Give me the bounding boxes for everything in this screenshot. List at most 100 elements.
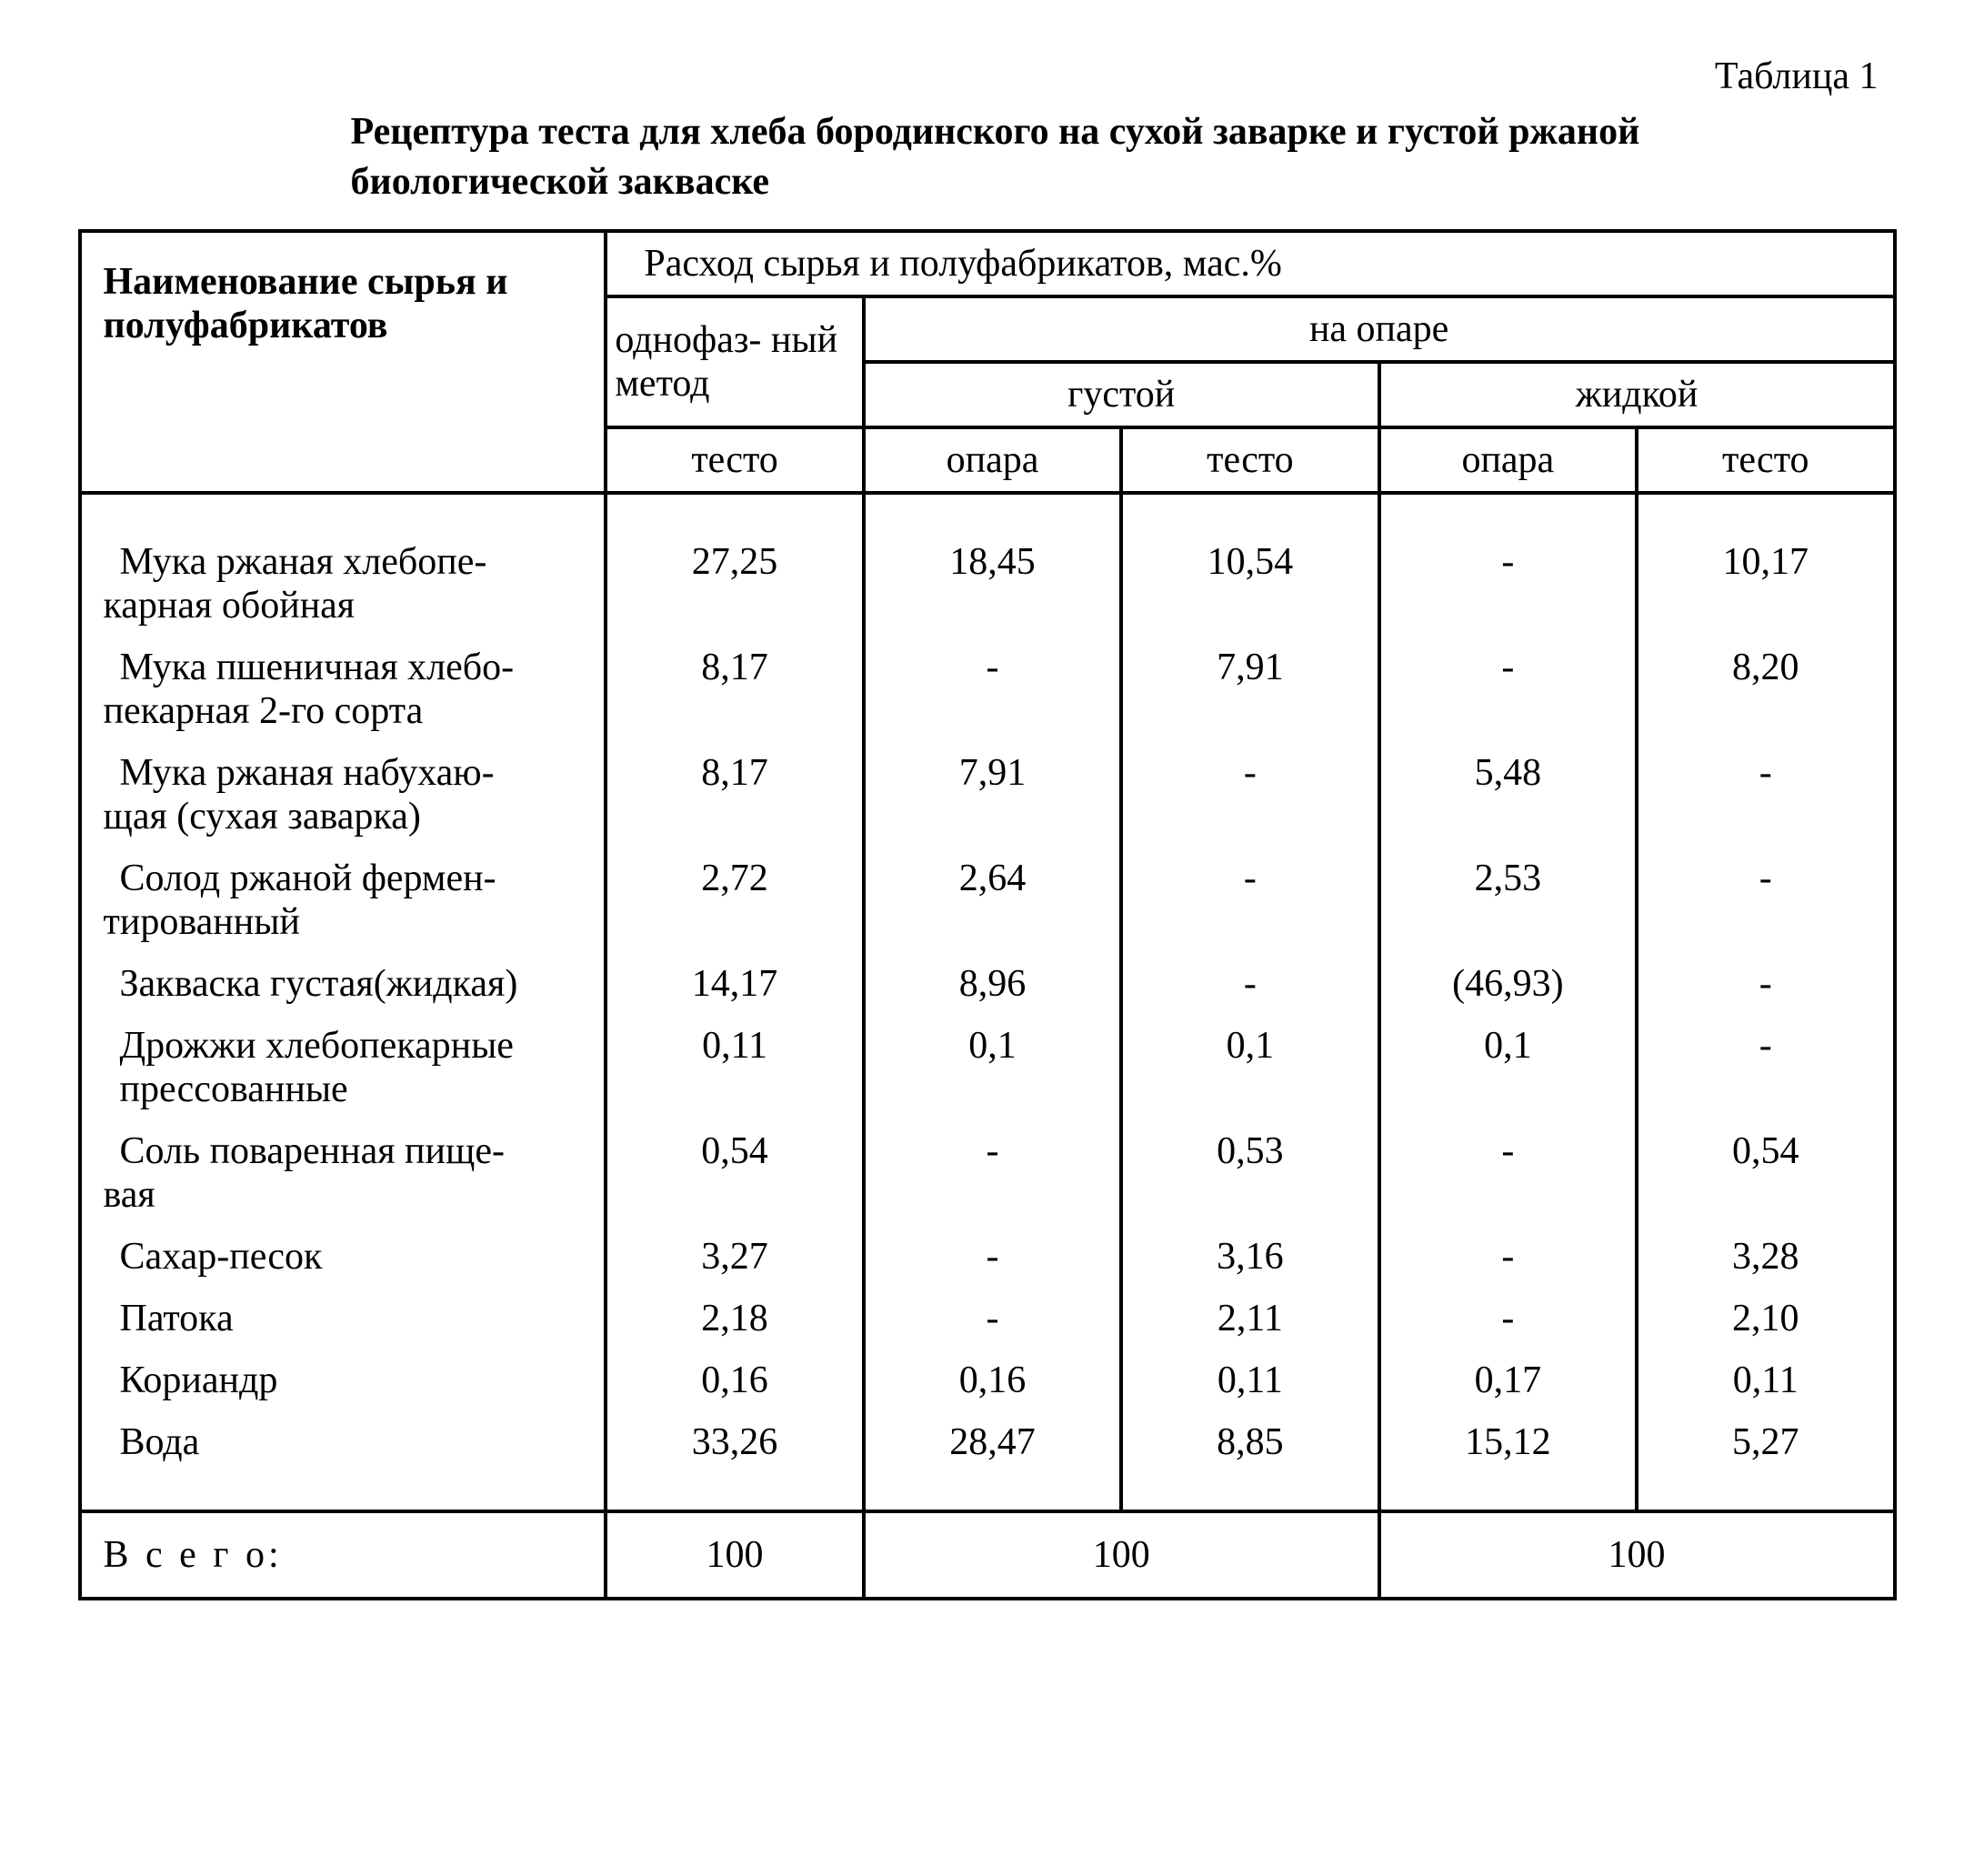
- table-row: Вода33,2628,478,8515,125,27: [80, 1411, 1895, 1473]
- cell-value: 0,54: [1637, 1120, 1894, 1226]
- header-liquid: жидкой: [1379, 362, 1895, 427]
- row-label: Соль поваренная пище-вая: [80, 1120, 606, 1226]
- cell-value: -: [1379, 1120, 1637, 1226]
- cell-value: 2,18: [606, 1288, 863, 1349]
- row-label: Дрожжи хлебопекарные прессованные: [80, 1015, 606, 1120]
- cell-value: -: [1379, 1288, 1637, 1349]
- cell-value: 28,47: [864, 1411, 1121, 1473]
- body-bottom-spacer: [80, 1473, 1895, 1511]
- row-label: Солод ржаной фермен-тированный: [80, 848, 606, 953]
- header-row-1: Наименование сырья и полуфабрикатов Расх…: [80, 231, 1895, 296]
- cell-value: 8,17: [606, 742, 863, 848]
- cell-value: -: [1121, 742, 1378, 848]
- cell-value: 10,17: [1637, 531, 1894, 637]
- cell-value: -: [1637, 848, 1894, 953]
- cell-value: 33,26: [606, 1411, 863, 1473]
- cell-value: -: [1637, 1015, 1894, 1120]
- cell-value: 3,27: [606, 1226, 863, 1288]
- cell-value: 8,20: [1637, 637, 1894, 742]
- cell-value: 0,16: [864, 1349, 1121, 1411]
- total-row: В с е г о: 100 100 100: [80, 1511, 1895, 1599]
- table-row: Сахар-песок3,27-3,16-3,28: [80, 1226, 1895, 1288]
- table-row: Патока2,18-2,11-2,10: [80, 1288, 1895, 1349]
- cell-value: -: [864, 637, 1121, 742]
- cell-value: -: [1121, 848, 1378, 953]
- cell-value: 7,91: [864, 742, 1121, 848]
- row-label: Сахар-песок: [80, 1226, 606, 1288]
- cell-value: 2,64: [864, 848, 1121, 953]
- cell-value: 2,72: [606, 848, 863, 953]
- cell-value: 15,12: [1379, 1411, 1637, 1473]
- cell-value: -: [1637, 742, 1894, 848]
- cell-value: 18,45: [864, 531, 1121, 637]
- cell-value: 2,53: [1379, 848, 1637, 953]
- cell-value: -: [1637, 953, 1894, 1015]
- cell-value: 7,91: [1121, 637, 1378, 742]
- cell-value: 5,27: [1637, 1411, 1894, 1473]
- header-sponge-2: опара: [1379, 427, 1637, 493]
- cell-value: -: [864, 1288, 1121, 1349]
- header-consumption: Расход сырья и полуфабрикатов, мас.%: [606, 231, 1894, 296]
- cell-value: -: [1379, 637, 1637, 742]
- cell-value: 2,10: [1637, 1288, 1894, 1349]
- table-row: Закваска густая(жидкая)14,178,96-(46,93)…: [80, 953, 1895, 1015]
- header-sponge-1: опара: [864, 427, 1121, 493]
- cell-value: -: [864, 1226, 1121, 1288]
- table-row: Кориандр0,160,160,110,170,11: [80, 1349, 1895, 1411]
- cell-value: 27,25: [606, 531, 863, 637]
- page-container: Таблица 1 Рецептура теста для хлеба боро…: [78, 55, 1897, 1600]
- total-val-2: 100: [864, 1511, 1379, 1599]
- cell-value: 0,17: [1379, 1349, 1637, 1411]
- cell-value: 8,96: [864, 953, 1121, 1015]
- cell-value: 0,53: [1121, 1120, 1378, 1226]
- cell-value: 0,1: [1121, 1015, 1378, 1120]
- cell-value: 3,28: [1637, 1226, 1894, 1288]
- cell-value: 0,54: [606, 1120, 863, 1226]
- cell-value: (46,93): [1379, 953, 1637, 1015]
- total-val-3: 100: [1379, 1511, 1895, 1599]
- cell-value: 0,11: [1121, 1349, 1378, 1411]
- total-val-1: 100: [606, 1511, 863, 1599]
- cell-value: 0,11: [1637, 1349, 1894, 1411]
- header-on-sponge: на опаре: [864, 296, 1895, 362]
- cell-value: 3,16: [1121, 1226, 1378, 1288]
- cell-value: -: [864, 1120, 1121, 1226]
- row-label: Кориандр: [80, 1349, 606, 1411]
- cell-value: 0,16: [606, 1349, 863, 1411]
- cell-value: 8,17: [606, 637, 863, 742]
- table-row: Дрожжи хлебопекарные прессованные0,11 0,1…: [80, 1015, 1895, 1120]
- row-label: Мука пшеничная хлебо-пекарная 2-го сорта: [80, 637, 606, 742]
- header-dough-2: тесто: [1121, 427, 1378, 493]
- header-single-phase: однофаз- ный метод: [606, 296, 863, 427]
- table-row: Мука ржаная хлебопе-карная обойная27,251…: [80, 531, 1895, 637]
- row-label: Вода: [80, 1411, 606, 1473]
- row-label: Закваска густая(жидкая): [80, 953, 606, 1015]
- cell-value: -: [1379, 1226, 1637, 1288]
- row-label: Мука ржаная хлебопе-карная обойная: [80, 531, 606, 637]
- table-caption: Рецептура теста для хлеба бородинского н…: [351, 107, 1806, 206]
- table-row: Мука пшеничная хлебо-пекарная 2-го сорта…: [80, 637, 1895, 742]
- cell-value: 0,1: [1379, 1015, 1637, 1120]
- table-body: Мука ржаная хлебопе-карная обойная27,251…: [80, 531, 1895, 1473]
- cell-value: 5,48: [1379, 742, 1637, 848]
- cell-value: 2,11: [1121, 1288, 1378, 1349]
- header-dough-3: тесто: [1637, 427, 1894, 493]
- cell-value: -: [1379, 531, 1637, 637]
- table-number: Таблица 1: [78, 55, 1897, 98]
- header-dough-1: тесто: [606, 427, 863, 493]
- table-row: Соль поваренная пище-вая0,54-0,53-0,54: [80, 1120, 1895, 1226]
- recipe-table: Наименование сырья и полуфабрикатов Расх…: [78, 229, 1897, 1600]
- row-label: Патока: [80, 1288, 606, 1349]
- cell-value: -: [1121, 953, 1378, 1015]
- table-row: Мука ржаная набухаю-щая (сухая заварка)8…: [80, 742, 1895, 848]
- cell-value: 14,17: [606, 953, 863, 1015]
- cell-value: 10,54: [1121, 531, 1378, 637]
- row-label: Мука ржаная набухаю-щая (сухая заварка): [80, 742, 606, 848]
- body-top-spacer: [80, 493, 1895, 531]
- total-label: В с е г о:: [80, 1511, 606, 1599]
- table-row: Солод ржаной фермен-тированный2,722,64-2…: [80, 848, 1895, 953]
- header-name: Наименование сырья и полуфабрикатов: [80, 231, 606, 493]
- cell-value: 8,85: [1121, 1411, 1378, 1473]
- cell-value: 0,11: [606, 1015, 863, 1120]
- header-thick: густой: [864, 362, 1379, 427]
